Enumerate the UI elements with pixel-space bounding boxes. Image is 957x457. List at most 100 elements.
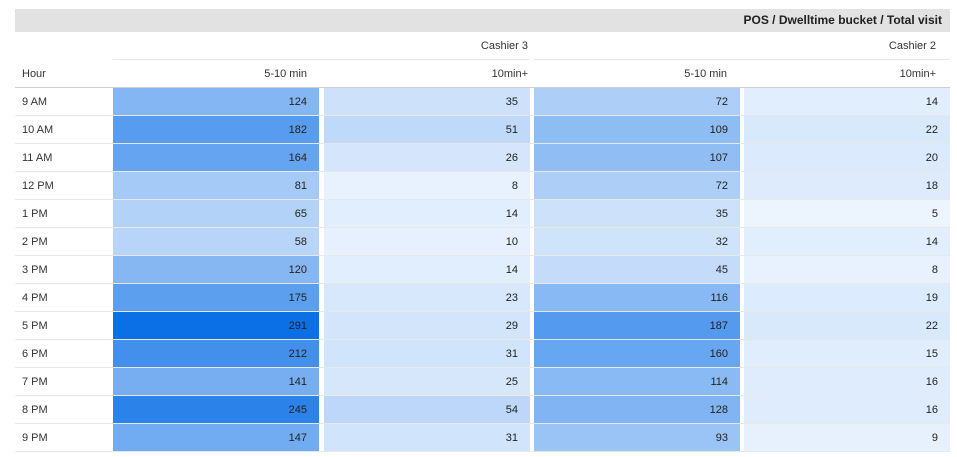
heatmap-cell-cashier-3-10min-plus: 14	[324, 256, 530, 283]
group-header-cashier-2: Cashier 2	[888, 40, 936, 52]
header-divider	[15, 87, 950, 88]
cell-value: 8	[511, 180, 518, 192]
heatmap-cell-cashier-3-10min-plus: 31	[324, 340, 530, 367]
cell-value: 16	[925, 376, 938, 388]
heatmap-cell-cashier-2-5-10-min: 187	[534, 312, 740, 339]
heatmap-cell-cashier-3-10min-plus: 35	[324, 88, 530, 115]
table-row: 11 AM 164 26 107 20	[0, 144, 957, 172]
group-divider-cashier-2	[534, 59, 950, 60]
heatmap-cell-cashier-2-5-10-min: 128	[534, 396, 740, 423]
cell-value: 81	[294, 180, 307, 192]
cell-value: 114	[710, 376, 728, 388]
row-label-hour: 9 AM	[22, 96, 48, 108]
cell-value: 72	[715, 180, 728, 192]
heatmap-cell-cashier-2-5-10-min: 114	[534, 368, 740, 395]
group-divider-cashier-3	[113, 59, 529, 60]
row-divider	[15, 339, 950, 340]
cell-value: 20	[925, 152, 938, 164]
heatmap-cell-cashier-2-10min-plus: 16	[744, 396, 950, 423]
heatmap-cell-cashier-3-5-10-min: 120	[113, 256, 319, 283]
row-label-hour: 10 AM	[22, 124, 54, 136]
heatmap-cell-cashier-3-5-10-min: 81	[113, 172, 319, 199]
heatmap-cell-cashier-3-5-10-min: 164	[113, 144, 319, 171]
heatmap-cell-cashier-3-10min-plus: 31	[324, 424, 530, 451]
cell-value: 116	[710, 292, 728, 304]
table-row: 10 AM 182 51 109 22	[0, 116, 957, 144]
cell-value: 18	[925, 180, 938, 192]
row-divider	[15, 451, 950, 452]
heatmap-cell-cashier-3-5-10-min: 147	[113, 424, 319, 451]
table-row: 1 PM 65 14 35 5	[0, 200, 957, 228]
heatmap-cell-cashier-2-10min-plus: 14	[744, 228, 950, 255]
heatmap-cell-cashier-2-5-10-min: 160	[534, 340, 740, 367]
table-row: 9 AM 124 35 72 14	[0, 88, 957, 116]
heatmap-cell-cashier-3-5-10-min: 182	[113, 116, 319, 143]
heatmap-cell-cashier-2-10min-plus: 15	[744, 340, 950, 367]
heatmap-cell-cashier-3-10min-plus: 29	[324, 312, 530, 339]
heatmap-cell-cashier-3-5-10-min: 124	[113, 88, 319, 115]
cell-value: 31	[505, 348, 518, 360]
heatmap-cell-cashier-3-5-10-min: 175	[113, 284, 319, 311]
heatmap-cell-cashier-2-10min-plus: 16	[744, 368, 950, 395]
table-row: 4 PM 175 23 116 19	[0, 284, 957, 312]
column-header-hour[interactable]: Hour	[22, 68, 46, 80]
row-divider	[15, 311, 950, 312]
cell-value: 35	[715, 208, 728, 220]
cell-value: 51	[505, 124, 518, 136]
row-divider	[15, 227, 950, 228]
column-header-cashier-2-10min-plus[interactable]: 10min+	[899, 68, 936, 80]
heatmap-cell-cashier-2-5-10-min: 32	[534, 228, 740, 255]
heatmap-cell-cashier-3-10min-plus: 54	[324, 396, 530, 423]
heatmap-cell-cashier-2-10min-plus: 9	[744, 424, 950, 451]
heatmap-cell-cashier-3-5-10-min: 245	[113, 396, 319, 423]
cell-value: 15	[925, 348, 938, 360]
cell-value: 14	[925, 96, 938, 108]
cell-value: 32	[715, 236, 728, 248]
row-divider	[15, 199, 950, 200]
cell-value: 31	[505, 432, 518, 444]
row-divider	[15, 255, 950, 256]
column-header-cashier-3-10min-plus[interactable]: 10min+	[491, 68, 528, 80]
column-header-cashier-2-5-10-min[interactable]: 5-10 min	[684, 68, 727, 80]
heatmap-cell-cashier-3-10min-plus: 26	[324, 144, 530, 171]
heatmap-cell-cashier-2-5-10-min: 72	[534, 88, 740, 115]
column-header-cashier-3-5-10-min[interactable]: 5-10 min	[264, 68, 307, 80]
heatmap-cell-cashier-3-10min-plus: 23	[324, 284, 530, 311]
group-header-cashier-3: Cashier 3	[480, 40, 528, 52]
heatmap-cell-cashier-2-5-10-min: 116	[534, 284, 740, 311]
cell-value: 128	[709, 404, 728, 416]
cell-value: 182	[288, 124, 307, 136]
cell-value: 291	[288, 320, 307, 332]
row-divider	[15, 143, 950, 144]
row-label-hour: 3 PM	[22, 264, 48, 276]
cell-value: 175	[288, 292, 307, 304]
cell-value: 54	[505, 404, 518, 416]
cell-value: 16	[925, 404, 938, 416]
cell-value: 245	[288, 404, 307, 416]
cell-value: 45	[715, 264, 728, 276]
heatmap-cell-cashier-2-10min-plus: 20	[744, 144, 950, 171]
cell-value: 58	[294, 236, 307, 248]
cell-value: 160	[709, 348, 728, 360]
cell-value: 120	[288, 264, 307, 276]
row-label-hour: 7 PM	[22, 376, 48, 388]
heatmap-cell-cashier-2-10min-plus: 8	[744, 256, 950, 283]
table-row: 9 PM 147 31 93 9	[0, 424, 957, 452]
cell-value: 19	[925, 292, 938, 304]
table-row: 5 PM 291 29 187 22	[0, 312, 957, 340]
cell-value: 14	[925, 236, 938, 248]
cell-value: 14	[505, 264, 518, 276]
row-label-hour: 6 PM	[22, 348, 48, 360]
row-divider	[15, 367, 950, 368]
cell-value: 93	[715, 432, 728, 444]
row-divider	[15, 395, 950, 396]
cell-value: 212	[288, 348, 307, 360]
row-divider	[15, 115, 950, 116]
cell-value: 72	[715, 96, 728, 108]
heatmap-cell-cashier-2-5-10-min: 107	[534, 144, 740, 171]
heatmap-cell-cashier-3-5-10-min: 212	[113, 340, 319, 367]
cell-value: 23	[505, 292, 518, 304]
cell-value: 5	[931, 208, 938, 220]
table-row: 12 PM 81 8 72 18	[0, 172, 957, 200]
heatmap-cell-cashier-3-10min-plus: 51	[324, 116, 530, 143]
